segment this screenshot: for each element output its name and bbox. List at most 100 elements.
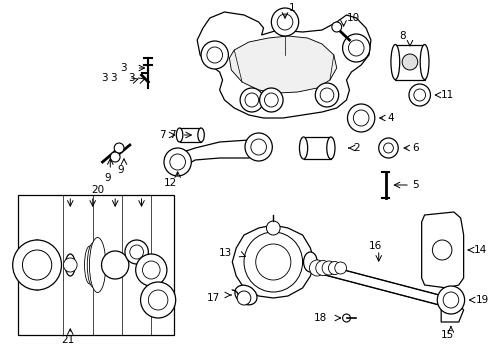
Text: 17: 17 xyxy=(206,293,219,303)
Circle shape xyxy=(331,22,341,32)
Polygon shape xyxy=(197,12,370,118)
Circle shape xyxy=(237,291,250,305)
Circle shape xyxy=(353,110,368,126)
Bar xyxy=(179,128,201,142)
Text: 7: 7 xyxy=(159,130,165,140)
Circle shape xyxy=(322,261,335,275)
Circle shape xyxy=(378,138,397,158)
Circle shape xyxy=(348,40,364,56)
Circle shape xyxy=(442,292,458,308)
Text: 14: 14 xyxy=(472,245,486,255)
Text: 6: 6 xyxy=(411,143,418,153)
Circle shape xyxy=(413,89,425,101)
Circle shape xyxy=(169,154,185,170)
Ellipse shape xyxy=(65,254,75,276)
Ellipse shape xyxy=(198,128,204,142)
Text: 5: 5 xyxy=(411,180,418,190)
Circle shape xyxy=(266,221,280,235)
Circle shape xyxy=(271,8,298,36)
Circle shape xyxy=(401,54,417,70)
Text: 2: 2 xyxy=(353,143,359,153)
Ellipse shape xyxy=(234,285,257,305)
Circle shape xyxy=(110,152,120,162)
Circle shape xyxy=(342,314,350,322)
Text: 12: 12 xyxy=(164,178,177,188)
Text: 15: 15 xyxy=(440,330,453,340)
Circle shape xyxy=(431,240,451,260)
Text: 8: 8 xyxy=(398,31,405,41)
Circle shape xyxy=(259,88,283,112)
Ellipse shape xyxy=(84,246,95,284)
Circle shape xyxy=(163,148,191,176)
Text: 3: 3 xyxy=(110,73,117,83)
Circle shape xyxy=(244,93,258,107)
Bar xyxy=(303,137,330,159)
Text: 20: 20 xyxy=(91,185,104,195)
Circle shape xyxy=(201,41,228,69)
Circle shape xyxy=(13,240,61,290)
Text: 1: 1 xyxy=(288,3,295,13)
Polygon shape xyxy=(170,140,263,168)
Circle shape xyxy=(408,84,429,106)
Text: 18: 18 xyxy=(313,313,326,323)
Ellipse shape xyxy=(176,128,183,142)
Text: 19: 19 xyxy=(474,295,488,305)
Ellipse shape xyxy=(390,45,399,80)
Text: 7: 7 xyxy=(169,130,175,140)
Circle shape xyxy=(277,14,292,30)
Ellipse shape xyxy=(326,137,334,159)
Text: 9: 9 xyxy=(104,173,110,183)
Ellipse shape xyxy=(87,243,100,288)
Circle shape xyxy=(436,286,464,314)
Circle shape xyxy=(250,139,266,155)
Circle shape xyxy=(383,143,392,153)
Text: 11: 11 xyxy=(440,90,453,100)
Bar xyxy=(18,195,173,335)
Circle shape xyxy=(347,104,374,132)
Ellipse shape xyxy=(79,252,85,278)
Circle shape xyxy=(102,251,128,279)
Text: 16: 16 xyxy=(368,241,382,251)
Ellipse shape xyxy=(81,249,90,281)
Circle shape xyxy=(114,143,123,153)
Text: 21: 21 xyxy=(61,335,75,345)
Circle shape xyxy=(342,34,369,62)
Bar xyxy=(394,45,424,80)
Ellipse shape xyxy=(303,252,317,272)
Circle shape xyxy=(240,88,263,112)
Circle shape xyxy=(63,258,77,272)
Text: 10: 10 xyxy=(346,13,359,23)
Ellipse shape xyxy=(89,238,105,292)
Circle shape xyxy=(135,254,166,286)
Circle shape xyxy=(140,282,175,318)
Polygon shape xyxy=(440,302,463,322)
Circle shape xyxy=(206,47,222,63)
Text: 4: 4 xyxy=(386,113,393,123)
Polygon shape xyxy=(317,263,438,305)
Circle shape xyxy=(244,133,272,161)
Circle shape xyxy=(320,88,333,102)
Text: 9: 9 xyxy=(118,165,124,175)
Circle shape xyxy=(255,244,290,280)
Circle shape xyxy=(264,93,278,107)
Circle shape xyxy=(142,261,160,279)
Text: 13: 13 xyxy=(219,248,232,258)
Polygon shape xyxy=(229,36,336,93)
Circle shape xyxy=(148,290,167,310)
Circle shape xyxy=(244,232,302,292)
Ellipse shape xyxy=(299,137,307,159)
Circle shape xyxy=(334,262,346,274)
Ellipse shape xyxy=(419,45,428,80)
Text: 3: 3 xyxy=(120,63,126,73)
Circle shape xyxy=(22,250,52,280)
Circle shape xyxy=(124,240,148,264)
Text: 3: 3 xyxy=(101,73,107,83)
Circle shape xyxy=(315,83,338,107)
Polygon shape xyxy=(232,225,314,298)
Circle shape xyxy=(328,261,341,274)
Ellipse shape xyxy=(31,240,43,290)
Circle shape xyxy=(129,245,143,259)
Circle shape xyxy=(315,261,330,275)
Text: 3: 3 xyxy=(128,73,134,83)
Polygon shape xyxy=(421,212,463,288)
